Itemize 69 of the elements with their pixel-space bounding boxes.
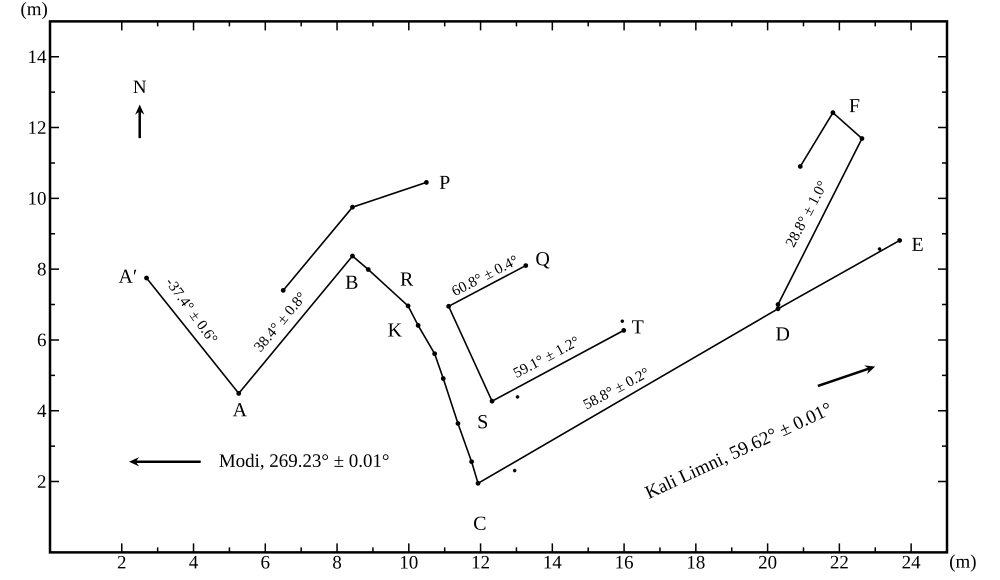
point bbox=[798, 164, 803, 169]
point bbox=[776, 306, 780, 312]
annotation: F bbox=[849, 98, 860, 112]
point bbox=[424, 180, 429, 185]
annotation: C bbox=[474, 516, 486, 530]
annotation: 59.1° ± 1.2° bbox=[512, 336, 577, 378]
x-tick-label: 4 bbox=[189, 556, 198, 568]
point bbox=[280, 288, 286, 293]
point bbox=[350, 204, 355, 210]
point bbox=[350, 253, 355, 258]
annotation: 58.8° ± 0.2° bbox=[582, 368, 646, 409]
point bbox=[878, 246, 882, 251]
point bbox=[476, 480, 480, 486]
annotation: P bbox=[440, 176, 450, 189]
point bbox=[621, 328, 626, 333]
y-tick-label: 2 bbox=[38, 475, 46, 488]
point bbox=[366, 266, 371, 272]
point bbox=[490, 398, 494, 404]
point bbox=[523, 263, 528, 268]
point bbox=[236, 390, 242, 396]
x-tick-label: 16 bbox=[616, 556, 633, 568]
x-axis-title: (m) bbox=[950, 554, 976, 572]
point bbox=[620, 319, 624, 323]
annotation: K bbox=[388, 323, 402, 336]
annotation: A′ bbox=[118, 269, 136, 283]
point bbox=[432, 351, 438, 356]
x-tick-label: 8 bbox=[333, 556, 342, 568]
annotation: S bbox=[478, 414, 488, 428]
annotation: A bbox=[232, 402, 247, 416]
x-tick-label: 22 bbox=[830, 556, 848, 568]
x-tick-label: 24 bbox=[902, 556, 920, 568]
point bbox=[406, 303, 410, 308]
annotation: D bbox=[776, 327, 790, 340]
annotation: Modi, 269.23° ± 0.01° bbox=[219, 454, 389, 470]
point bbox=[144, 275, 149, 280]
point bbox=[516, 394, 520, 399]
y-tick-label: 12 bbox=[29, 121, 46, 134]
y-tick-label: 6 bbox=[38, 333, 46, 346]
annotation: Kali Limni, 59.62° ± 0.01° bbox=[644, 402, 829, 499]
point bbox=[776, 302, 780, 307]
annotation: Q bbox=[536, 252, 550, 268]
point bbox=[416, 322, 421, 328]
annotation: N bbox=[133, 80, 146, 93]
x-tick-label: 12 bbox=[472, 556, 489, 568]
point bbox=[469, 459, 474, 464]
x-tick-label: 6 bbox=[261, 556, 270, 568]
y-tick-label: 14 bbox=[29, 50, 46, 63]
x-tick-label: 18 bbox=[688, 556, 705, 568]
point bbox=[512, 468, 516, 472]
annotation: T bbox=[632, 320, 644, 334]
point bbox=[830, 110, 836, 115]
annotation: B bbox=[346, 276, 358, 289]
point bbox=[860, 136, 864, 141]
x-tick-label: 2 bbox=[118, 556, 126, 568]
y-tick-label: 10 bbox=[29, 192, 46, 205]
annotation: 28.8° ± 1.0° bbox=[786, 180, 824, 248]
annotation: E bbox=[912, 238, 923, 251]
x-tick-label: 14 bbox=[544, 556, 562, 568]
y-tick-label: 4 bbox=[37, 404, 46, 417]
annotation: 60.8° ± 0.4° bbox=[452, 256, 516, 295]
point bbox=[446, 304, 452, 309]
point bbox=[456, 420, 460, 426]
point bbox=[440, 376, 446, 381]
x-tick-label: 20 bbox=[758, 556, 776, 568]
y-axis-title: (m) bbox=[21, 2, 47, 19]
annotation: R bbox=[400, 272, 414, 286]
y-tick-label: 8 bbox=[38, 262, 46, 276]
point bbox=[897, 238, 902, 243]
x-tick-label: 10 bbox=[401, 556, 418, 568]
